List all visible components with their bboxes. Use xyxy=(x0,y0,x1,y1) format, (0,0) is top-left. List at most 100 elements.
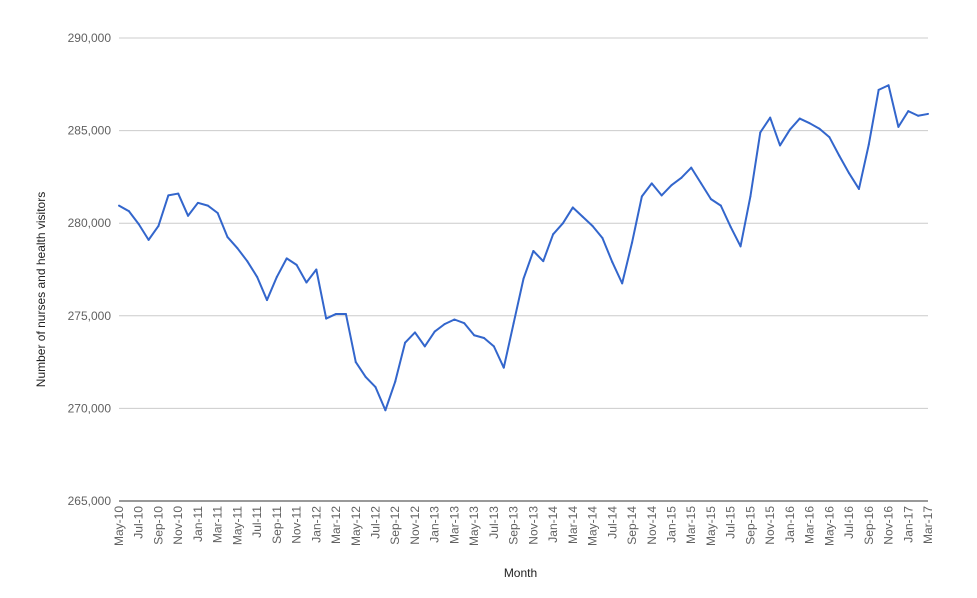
data-point xyxy=(384,409,387,412)
x-tick-label: Mar-17 xyxy=(921,506,935,544)
data-point xyxy=(295,263,298,266)
data-point xyxy=(739,245,742,248)
x-tick-label: Jan-11 xyxy=(191,506,205,542)
data-point xyxy=(256,275,259,278)
x-tick-label: Sep-14 xyxy=(625,506,639,545)
data-point xyxy=(167,194,170,197)
y-axis-tick-labels: 265,000 270,000 275,000 280,000 285,000 290,0… xyxy=(68,31,112,508)
data-point xyxy=(818,127,821,130)
y-axis-title: Number of nurses and health visitors xyxy=(34,192,48,387)
data-point xyxy=(265,299,268,302)
x-tick-label: May-12 xyxy=(349,506,363,546)
data-point xyxy=(571,206,574,209)
data-point xyxy=(196,201,199,204)
data-point xyxy=(453,318,456,321)
data-point xyxy=(492,345,495,348)
x-tick-label: Nov-16 xyxy=(882,506,896,545)
data-point xyxy=(285,257,288,260)
data-point xyxy=(483,337,486,340)
x-tick-label: Sep-13 xyxy=(507,506,521,545)
data-point xyxy=(542,260,545,263)
data-point xyxy=(443,323,446,326)
gridlines xyxy=(119,37,928,502)
data-point xyxy=(137,223,140,226)
x-tick-label: Nov-13 xyxy=(526,506,540,545)
y-tick-label: 270,000 xyxy=(68,401,112,415)
data-point xyxy=(354,361,357,364)
data-point xyxy=(779,144,782,147)
data-point xyxy=(877,88,880,91)
data-point xyxy=(838,154,841,157)
data-point xyxy=(788,128,791,131)
data-point xyxy=(759,131,762,134)
data-point xyxy=(887,84,890,87)
data-point xyxy=(848,172,851,175)
data-point xyxy=(315,268,318,271)
x-tick-label: Jan-15 xyxy=(664,506,678,543)
x-axis-tick-labels: May-10 Jul-10 Sep-10 Nov-10 Jan-11 Mar-11 May-… xyxy=(112,506,935,546)
data-point xyxy=(611,261,614,264)
data-point xyxy=(650,182,653,185)
data-point xyxy=(640,195,643,198)
data-point xyxy=(522,277,525,280)
x-tick-label: May-10 xyxy=(112,506,126,546)
x-axis-title: Month xyxy=(504,566,537,580)
x-tick-label: May-16 xyxy=(822,506,836,546)
data-point xyxy=(680,176,683,179)
x-tick-label: Mar-12 xyxy=(329,506,343,544)
data-point xyxy=(690,166,693,169)
data-point xyxy=(621,282,624,285)
y-tick-label: 280,000 xyxy=(68,216,112,230)
series-layer xyxy=(118,84,929,412)
x-tick-label: Sep-12 xyxy=(388,506,402,545)
data-point xyxy=(127,210,130,213)
data-point xyxy=(601,237,604,240)
data-point xyxy=(512,322,515,325)
data-point xyxy=(729,225,732,228)
x-tick-label: Jan-14 xyxy=(546,506,560,543)
data-point xyxy=(719,204,722,207)
x-tick-label: May-14 xyxy=(586,506,600,546)
data-point xyxy=(700,182,703,185)
y-tick-label: 265,000 xyxy=(68,494,112,508)
data-point xyxy=(769,116,772,119)
data-point xyxy=(591,224,594,227)
data-point xyxy=(857,187,860,190)
x-tick-label: Jan-13 xyxy=(428,506,442,543)
data-point xyxy=(216,212,219,215)
x-tick-label: Jul-12 xyxy=(369,506,383,539)
x-tick-label: Mar-14 xyxy=(566,506,580,544)
data-point xyxy=(867,143,870,146)
data-point xyxy=(532,249,535,252)
x-tick-label: Jan-17 xyxy=(901,506,915,543)
data-point xyxy=(275,275,278,278)
x-tick-label: Sep-11 xyxy=(270,506,284,544)
x-tick-label: Nov-15 xyxy=(763,506,777,545)
y-tick-label: 285,000 xyxy=(68,124,112,138)
data-point xyxy=(828,136,831,139)
x-tick-label: Jan-16 xyxy=(783,506,797,543)
data-point xyxy=(897,125,900,128)
x-tick-label: Jul-13 xyxy=(487,506,501,539)
x-tick-label: Jul-10 xyxy=(132,506,146,539)
data-point xyxy=(305,281,308,284)
data-point xyxy=(670,184,673,187)
x-tick-label: Jan-12 xyxy=(309,506,323,543)
data-point xyxy=(473,334,476,337)
x-tick-label: Nov-11 xyxy=(290,506,304,544)
data-point xyxy=(927,112,929,115)
data-point xyxy=(364,375,367,378)
x-tick-label: Nov-12 xyxy=(408,506,422,545)
data-point xyxy=(463,322,466,325)
x-tick-label: Mar-15 xyxy=(684,506,698,544)
series-line xyxy=(118,84,929,412)
x-tick-label: Jul-16 xyxy=(842,506,856,539)
data-point xyxy=(344,312,347,315)
y-tick-label: 290,000 xyxy=(68,31,112,45)
x-tick-label: Jul-11 xyxy=(250,506,264,538)
data-point xyxy=(433,330,436,333)
x-tick-label: Sep-16 xyxy=(862,506,876,545)
data-point xyxy=(404,341,407,344)
